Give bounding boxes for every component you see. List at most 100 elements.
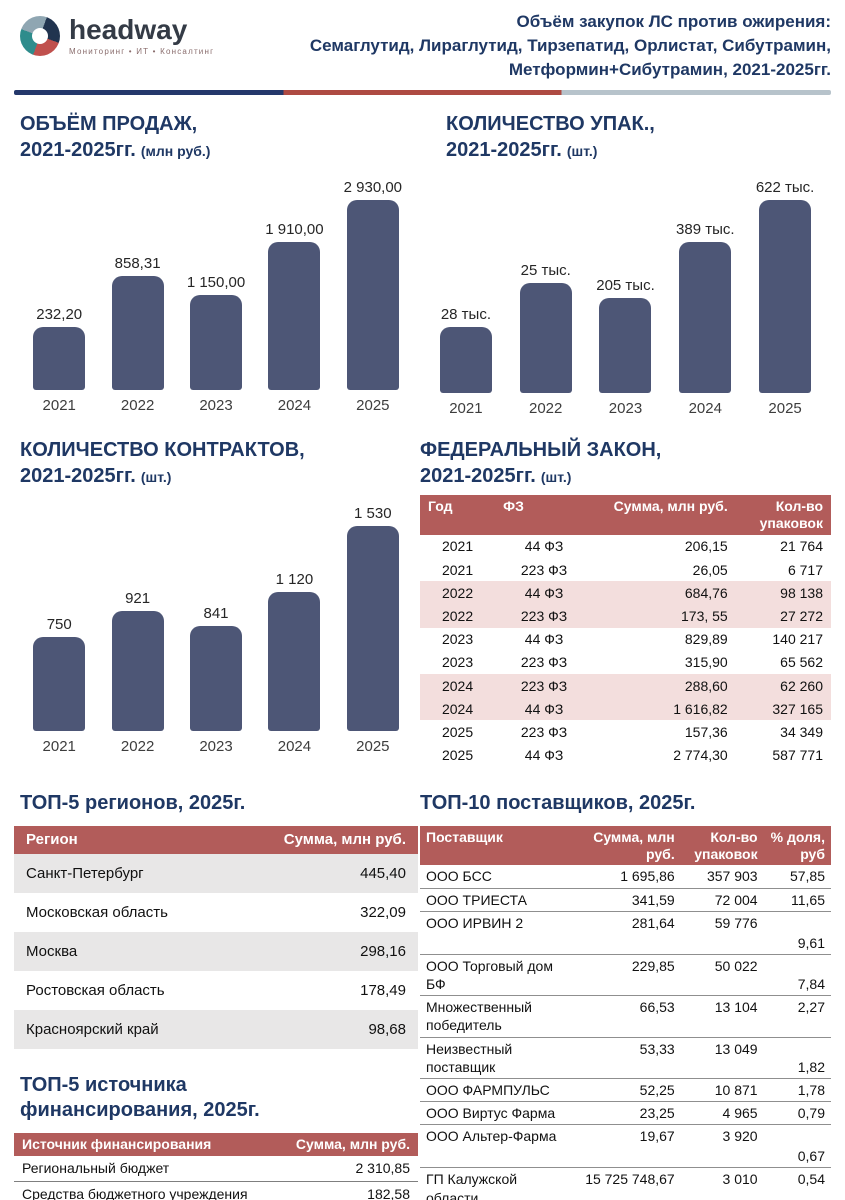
logo-wordmark: headway [69, 14, 188, 45]
bar-value-label: 28 тыс. [440, 306, 491, 324]
bar [190, 626, 243, 732]
bar [111, 611, 164, 732]
bar-group: 1 120 2024 [255, 571, 333, 755]
column-header: Регион [14, 825, 244, 854]
table-cell: 98 138 [735, 581, 831, 605]
bar-value-label: 750 [46, 616, 72, 634]
table-cell: 3 920 [680, 1124, 764, 1169]
table-row: Красноярский край 98,68 [14, 1009, 418, 1049]
table-row: 2023 44 ФЗ 829,89 140 217 [420, 628, 831, 651]
table-cell: 298,16 [244, 931, 418, 971]
table-cell: 44 ФЗ [495, 581, 594, 605]
chart-title-text: КОЛИЧЕСТВО КОНТРАКТОВ, [20, 439, 305, 462]
bar [111, 276, 164, 391]
bar-group: 205 тыс. 2023 [586, 277, 666, 417]
column-header: Сумма, млн руб. [284, 1132, 418, 1156]
sales-chart-title: ОБЪЁМ ПРОДАЖ, 2021-2025гг. (млн руб.) [20, 111, 418, 163]
table-cell: 223 ФЗ [520, 561, 568, 578]
table-cell: Средства бюджетного учреждения [14, 1181, 284, 1200]
chart-title-text: КОЛИЧЕСТВО УПАК., [446, 113, 655, 136]
table-cell: 281,64 [568, 911, 681, 955]
bar [346, 526, 399, 732]
table-cell: 684,76 [593, 581, 736, 605]
bar-group: 750 2021 [20, 616, 98, 755]
table-cell: ООО Альтер-Фарма [420, 1124, 569, 1169]
section-title-text: ФЕДЕРАЛЬНЫЙ ЗАКОН, [420, 439, 662, 462]
table-cell: 44 ФЗ [495, 697, 594, 721]
table-cell: ООО БСС [420, 865, 569, 889]
table-cell: 1,78 [763, 1078, 831, 1103]
table-cell: 11,65 [763, 888, 831, 912]
bar [599, 298, 652, 394]
header-row: Год ФЗ Сумма, млн руб. Кол-во упаковок [420, 495, 831, 535]
bar-group: 1 910,00 2024 [255, 221, 333, 414]
bar-year-label: 2024 [277, 738, 312, 756]
bar-group: 1 150,00 2023 [177, 274, 255, 414]
table-cell: 0,79 [763, 1101, 831, 1126]
table-cell: Санкт-Петербург [14, 853, 244, 893]
table-cell: 23,25 [568, 1101, 681, 1126]
table-cell: 57,85 [763, 865, 831, 889]
bar-value-label: 232,20 [36, 306, 83, 324]
logo: headway Мониторинг • ИТ • Консалтинг [14, 8, 214, 56]
table-row: ООО Торговый дом БФ 229,85 50 022 7,84 [420, 954, 831, 997]
top-suppliers-title: ТОП-10 поставщиков, 2025г. [420, 791, 696, 814]
bar-year-label: 2021 [449, 400, 483, 418]
table-cell: 2021 [441, 538, 474, 555]
table-cell: 587 771 [772, 747, 823, 764]
top-suppliers-section: ТОП-10 поставщиков, 2025г. Поставщик Сумм… [420, 771, 831, 1200]
bar-group: 1 530 2025 [334, 505, 412, 755]
chart-title-text: ОБЪЁМ ПРОДАЖ, [20, 113, 198, 136]
content-grid: ОБЪЁМ ПРОДАЖ, 2021-2025гг. (млн руб.) 232… [14, 95, 831, 1200]
table-cell: 59 776 [680, 911, 764, 955]
bar-value-label: 1 120 [275, 571, 314, 589]
section-unit-text: (шт.) [540, 469, 572, 486]
federal-law-section: ФЕДЕРАЛЬНЫЙ ЗАКОН, 2021-2025гг. (шт.) Год… [420, 421, 831, 766]
table-cell: Красноярский край [14, 1009, 244, 1049]
table-row: 2021 223 ФЗ 26,05 6 717 [420, 558, 831, 581]
sales-bar-chart: 232,20 2021 858,31 2022 1 150,00 2023 1 910,00… [14, 169, 418, 414]
table-cell: 140 217 [772, 631, 823, 648]
bar-value-label: 858,31 [114, 255, 161, 273]
table-row: Средства бюджетного учреждения 182,58 [14, 1181, 418, 1200]
bar-value-label: 389 тыс. [676, 221, 735, 239]
table-cell: 182,58 [284, 1181, 418, 1200]
header-row: Регион Сумма, млн руб. [14, 825, 418, 854]
bar-year-label: 2023 [608, 400, 643, 418]
table-cell: 27 272 [735, 604, 831, 628]
bar [268, 592, 321, 732]
bar-year-label: 2021 [42, 397, 76, 415]
bar-value-label: 921 [125, 590, 151, 608]
bar-year-label: 2022 [120, 738, 155, 756]
column-header: Кол-во упаковок [735, 495, 831, 535]
table-row: 2021 44 ФЗ 206,15 21 764 [420, 535, 831, 558]
table-cell: 26,05 [692, 561, 728, 578]
table-cell: 9,61 [763, 911, 831, 955]
table-cell: 21 764 [780, 538, 823, 555]
table-cell: ГП Калужской области Калугафармация [420, 1167, 569, 1200]
table-cell: Региональный бюджет [14, 1155, 284, 1182]
headway-logo-icon [20, 16, 60, 56]
column-header: Сумма, млн руб. [593, 495, 736, 535]
table-cell: 65 562 [780, 654, 823, 671]
column-header: % доля, руб [763, 825, 831, 866]
bar-value-label: 1 530 [354, 505, 392, 523]
packs-chart-section: КОЛИЧЕСТВО УПАК., 2021-2025гг. (шт.) 28 т… [420, 95, 831, 417]
top-regions-table-wrap: Регион Сумма, млн руб. Санкт-Петербург 445,… [14, 825, 418, 1049]
federal-law-table: Год ФЗ Сумма, млн руб. Кол-во упаковок 2021 4… [420, 495, 831, 766]
table-cell: Множественный победитель [420, 995, 569, 1038]
bar [346, 200, 399, 391]
report-title-line: Семаглутид, Лираглутид, Тирзепатид, Орли… [309, 36, 831, 56]
column-header: Год [420, 495, 496, 535]
table-cell: 2023 [441, 654, 474, 671]
top-regions-title: ТОП-5 регионов, 2025г. [20, 791, 246, 814]
table-cell: 341,59 [568, 888, 681, 912]
bar [679, 242, 732, 394]
column-header: Кол-во упаковок [680, 825, 764, 866]
table-cell: 44 ФЗ [524, 631, 564, 648]
table-cell: 19,67 [568, 1124, 681, 1169]
bar-year-label: 2022 [529, 400, 563, 418]
bar-group: 858,31 2022 [98, 255, 176, 414]
table-cell: ООО ТРИЕСТА [420, 888, 569, 912]
